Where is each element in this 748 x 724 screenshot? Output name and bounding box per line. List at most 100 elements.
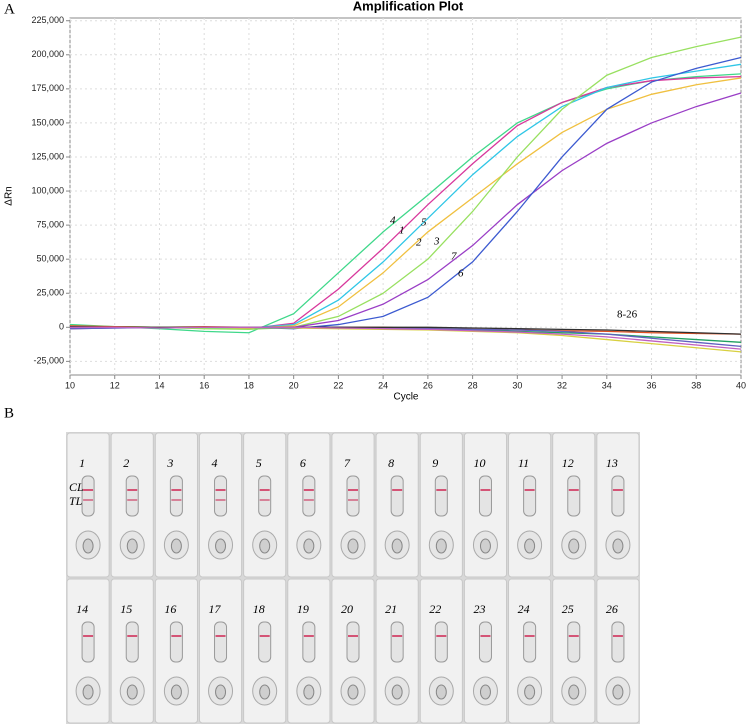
x-tick-label: 10	[65, 380, 75, 390]
result-window	[478, 475, 492, 517]
line-label: TL	[69, 494, 83, 508]
sample-hole	[435, 538, 447, 554]
curve-label: 6	[458, 268, 464, 280]
strip-number: 4	[212, 456, 218, 470]
strip-number: 26	[606, 602, 618, 616]
x-tick-label: 40	[736, 380, 746, 390]
sample-hole	[568, 538, 580, 554]
sample-hole	[479, 684, 491, 700]
curve-label: 1	[399, 225, 405, 237]
strip-number: 19	[297, 602, 309, 616]
x-tick-label: 18	[244, 380, 254, 390]
y-tick-label: 25,000	[36, 288, 64, 298]
x-tick-label: 36	[647, 380, 657, 390]
curve-label: 5	[421, 217, 427, 229]
strip-number: 15	[120, 602, 132, 616]
x-tick-label: 34	[602, 380, 612, 390]
sample-hole	[215, 538, 227, 554]
sample-hole	[391, 684, 403, 700]
sample-hole	[347, 684, 359, 700]
strip-number: 22	[429, 602, 441, 616]
x-tick-label: 38	[691, 380, 701, 390]
result-window	[258, 475, 272, 517]
strip-number: 12	[562, 456, 574, 470]
y-tick-label: -25,000	[33, 356, 64, 366]
sample-hole	[126, 538, 138, 554]
sample-hole	[524, 684, 536, 700]
y-tick-label: 200,000	[31, 49, 64, 59]
sample-hole	[170, 684, 182, 700]
result-window	[346, 621, 360, 663]
sample-hole	[435, 684, 447, 700]
strip-number: 8	[388, 456, 394, 470]
result-window	[169, 621, 183, 663]
sample-hole	[259, 684, 271, 700]
strip-number: 17	[209, 602, 222, 616]
sample-hole	[612, 538, 624, 554]
x-tick-label: 32	[557, 380, 567, 390]
result-window	[523, 621, 537, 663]
result-window	[169, 475, 183, 517]
y-tick-label: 175,000	[31, 83, 64, 93]
strip-number: 25	[562, 602, 574, 616]
plot-frame	[69, 17, 742, 376]
y-tick-label: 125,000	[31, 151, 64, 161]
strip-number: 1	[79, 456, 85, 470]
y-tick-label: 75,000	[36, 219, 64, 229]
result-window	[567, 475, 581, 517]
curve-label: 2	[416, 237, 422, 249]
sample-hole	[126, 684, 138, 700]
series-line	[69, 77, 742, 330]
curve-label: 4	[390, 215, 396, 227]
result-window	[611, 621, 625, 663]
sample-hole	[347, 538, 359, 554]
strip-number: 5	[256, 456, 262, 470]
x-tick-label: 28	[468, 380, 478, 390]
sample-hole	[391, 538, 403, 554]
y-tick-label: 50,000	[36, 254, 64, 264]
series-line	[70, 326, 742, 350]
sample-hole	[479, 538, 491, 554]
panel-label: B	[4, 405, 14, 421]
sample-hole	[259, 538, 271, 554]
y-tick-label: 225,000	[31, 15, 64, 25]
strip-number: 20	[341, 602, 353, 616]
strip-number: 3	[166, 456, 173, 470]
result-window	[478, 621, 492, 663]
strip-number: 24	[518, 602, 530, 616]
x-tick-label: 20	[289, 380, 299, 390]
result-window	[434, 621, 448, 663]
sample-hole	[303, 684, 315, 700]
panel-label: A	[4, 1, 15, 17]
strip-number: 18	[253, 602, 265, 616]
result-window	[302, 475, 316, 517]
result-window	[434, 475, 448, 517]
y-axis-label: ΔRn	[4, 186, 15, 205]
strip-number: 9	[432, 456, 438, 470]
strip-number: 10	[473, 456, 485, 470]
result-window	[258, 621, 272, 663]
result-window	[125, 621, 139, 663]
result-window	[523, 475, 537, 517]
sample-hole	[612, 684, 624, 700]
y-tick-label: 150,000	[31, 117, 64, 127]
series-line	[69, 63, 742, 329]
x-tick-label: 24	[378, 380, 388, 390]
strip-number: 13	[606, 456, 618, 470]
strip-number: 7	[344, 456, 351, 470]
y-tick-label: 0	[59, 322, 64, 332]
x-tick-label: 14	[154, 380, 164, 390]
sample-hole	[215, 684, 227, 700]
sample-hole	[82, 684, 94, 700]
series-line	[69, 73, 742, 334]
result-window	[302, 621, 316, 663]
strip-number: 2	[123, 456, 129, 470]
sample-hole	[303, 538, 315, 554]
result-window	[81, 475, 95, 517]
sample-hole	[82, 538, 94, 554]
curve-label: 3	[433, 236, 440, 248]
result-window	[125, 475, 139, 517]
result-window	[390, 475, 404, 517]
result-window	[346, 475, 360, 517]
